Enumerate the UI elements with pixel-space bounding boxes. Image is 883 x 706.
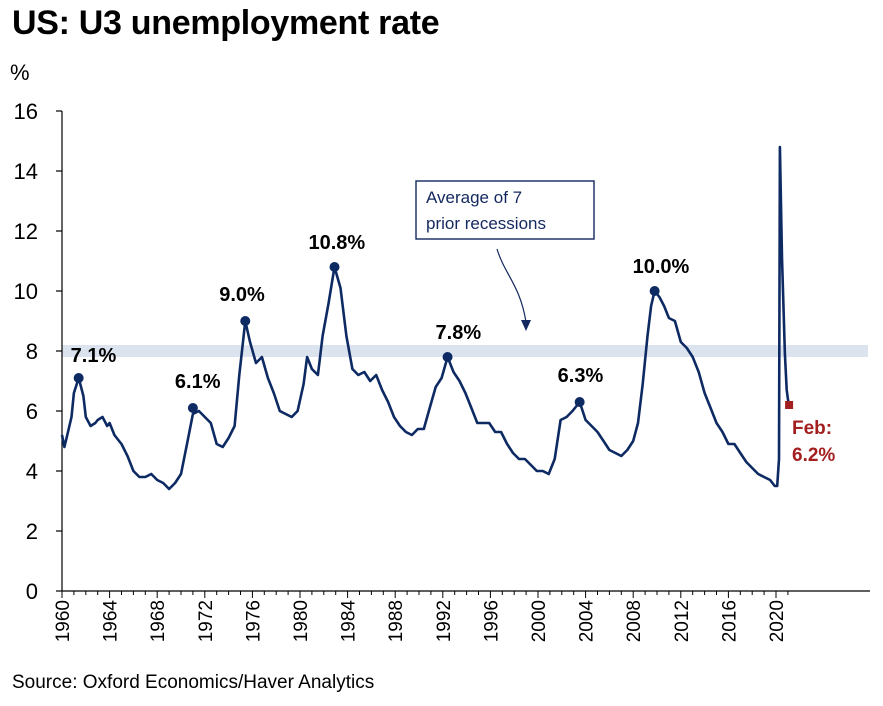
x-tick-label: 2004: [577, 600, 598, 643]
y-tick-label: 10: [14, 279, 38, 304]
peak-label: 6.3%: [558, 365, 604, 387]
x-tick-label: 1980: [291, 600, 312, 642]
y-tick-label: 14: [14, 159, 38, 184]
average-band: [62, 345, 868, 357]
peak-label: 9.0%: [219, 284, 265, 306]
x-tick-label: 1964: [101, 600, 122, 643]
source-note: Source: Oxford Economics/Haver Analytics: [12, 672, 375, 693]
peak-label: 10.0%: [633, 256, 690, 278]
peak-label: 6.1%: [175, 371, 221, 393]
callout-arrow-head: [521, 320, 531, 331]
peak-label: 7.8%: [436, 322, 482, 344]
y-tick-label: 4: [26, 459, 38, 484]
x-tick-label: 2016: [719, 600, 740, 642]
x-tick-label: 2000: [529, 600, 550, 642]
annotation-layer: 7.1% 6.1% 9.0% 10.8% 7.8% 6.3% 10.0% Feb: 6.2% Av…: [71, 180, 835, 466]
band-callout-box: [415, 180, 595, 240]
peak-marker: [73, 373, 84, 383]
peak-marker: [442, 352, 453, 362]
latest-value-marker: [785, 401, 794, 409]
x-tick-label: 1988: [386, 600, 407, 642]
latest-value-label: Feb:: [792, 418, 832, 439]
x-tick-label: 1992: [434, 600, 455, 642]
x-tick-label: 1984: [339, 600, 360, 643]
peak-marker: [649, 286, 660, 296]
peak-marker: [329, 262, 340, 272]
x-tick-label: 1972: [196, 600, 217, 642]
unemployment-series-line: [60, 145, 791, 491]
chart-title: US: U3 unemployment rate: [12, 4, 440, 42]
y-tick-label: 16: [14, 99, 38, 124]
y-tick-label: 12: [14, 219, 38, 244]
y-tick-label: 0: [26, 579, 38, 604]
peak-marker: [240, 316, 251, 326]
x-tick-label: 2008: [624, 600, 645, 642]
band-callout-text: Average of 7: [426, 188, 522, 207]
peak-marker: [187, 403, 198, 413]
x-tick-label: 1960: [53, 600, 74, 642]
series-layer: [60, 145, 791, 491]
x-tick-label: 2012: [672, 600, 693, 642]
recession-band-layer: [62, 345, 868, 357]
x-tick-label: 2020: [767, 600, 788, 642]
band-callout-text: prior recessions: [426, 214, 546, 233]
callout-arrow-line: [496, 248, 527, 323]
peak-label: 10.8%: [309, 232, 366, 254]
y-tick-label: 6: [26, 399, 38, 424]
x-tick-label: 1968: [148, 600, 169, 642]
axes-layer: 0 2 4 6 8 10 12 14 16 1960 1964 1968 1972 1976 1980 198…: [14, 99, 870, 642]
x-tick-label: 1976: [243, 600, 264, 642]
peak-label: 7.1%: [71, 345, 117, 367]
y-axis-unit: %: [10, 60, 30, 85]
y-tick-label: 2: [26, 519, 38, 544]
y-tick-label: 8: [26, 339, 38, 364]
x-tick-label: 1996: [481, 600, 502, 642]
latest-value-label: 6.2%: [792, 445, 835, 466]
peak-marker: [574, 397, 585, 407]
